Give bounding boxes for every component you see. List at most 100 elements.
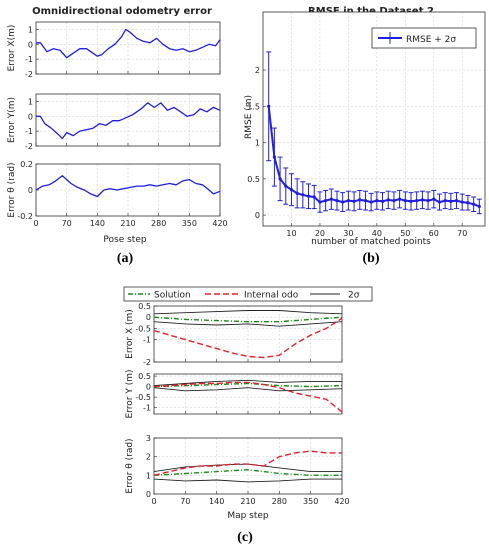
pa1-series-line: [36, 102, 221, 140]
pc2-ylabel: Error θ (rad): [125, 438, 135, 493]
pb-data-point: [443, 199, 447, 203]
pc0-odo-line: [153, 317, 343, 359]
pc1-ytick-label: -1: [143, 404, 151, 413]
pb-data-point: [426, 199, 430, 203]
pb-xtick-label: 20: [315, 229, 325, 238]
pb-data-point: [477, 204, 481, 209]
pb-data-point: [369, 200, 373, 204]
pc2-xtick-label: 350: [303, 497, 318, 506]
panel-b: RMSE in the Dataset 2 10 20 30 40 50 60 70 0 0.5…: [244, 6, 486, 247]
pc1-odo-line: [153, 381, 343, 413]
pb-data-point: [346, 199, 350, 203]
pb-data-point: [380, 199, 385, 203]
pc1-ylabel: Error Y (m): [125, 370, 135, 419]
pb-data-point: [460, 200, 464, 204]
pb-data-point: [454, 199, 459, 203]
pa2-ytick-label: 0: [28, 186, 33, 195]
pc2-frame: [153, 437, 343, 495]
pb-data-point: [272, 155, 276, 159]
pa0-ylabel: Error X(m): [7, 25, 17, 72]
pc1-ytick-label: 0: [146, 383, 151, 392]
pc2-xtick-label: 70: [180, 497, 190, 506]
pc1-sigma-lower-line: [153, 387, 343, 392]
pc2-solution-line: [153, 469, 342, 476]
pb-data-point: [403, 199, 407, 203]
pb-data-point: [386, 198, 390, 202]
pb-data-point: [318, 200, 322, 204]
pb-data-point: [278, 177, 282, 181]
pa0-series-line: [36, 28, 221, 59]
pb-data-point: [341, 200, 345, 204]
pb-ytick-label: 1.5: [247, 102, 260, 111]
pb-data-point: [420, 198, 424, 202]
caption-b: (b): [362, 251, 379, 266]
pc0-ytick-label: 0: [146, 313, 151, 322]
pc0-sigma-lower-line: [153, 321, 343, 327]
pa2-ytick-label: 0.2: [20, 160, 33, 169]
pc-legend-solution-label: Solution: [154, 291, 191, 301]
pc2-ytick-label: 0: [146, 490, 151, 499]
caption-a: (a): [117, 251, 134, 266]
pb-data-point: [409, 199, 413, 203]
pc1-solution-line: [153, 382, 343, 388]
panel-a-xlabel: Pose step: [103, 235, 146, 245]
pb-data-point: [449, 199, 453, 203]
pb-xtick-label: 70: [457, 229, 467, 238]
pa1-ylabel: Error Y(m): [7, 97, 17, 143]
pc0-solution-line: [153, 316, 343, 323]
panel-c: Solution Internal odo 2σ -2-1-0.500.5Error…: [123, 286, 373, 521]
pa0-ytick-label: 0: [28, 40, 33, 49]
pb-frame: [262, 11, 486, 227]
pb-data-point: [306, 194, 311, 198]
pc0-ytick-label: -2: [143, 358, 151, 367]
pc2-odo-line: [153, 450, 342, 476]
pb-xtick-label: 30: [343, 229, 353, 238]
pc2-xtick-label: 0: [151, 497, 156, 506]
pb-data-point: [295, 191, 299, 195]
panel-b-xlabel: number of matched points: [311, 237, 431, 247]
pb-data-point: [415, 199, 419, 203]
pb-data-point: [358, 198, 362, 202]
pc2-xtick-label: 420: [334, 497, 349, 506]
caption-c: (c): [237, 530, 253, 545]
pb-data-point: [284, 184, 288, 188]
pb-data-point: [267, 104, 271, 108]
pa2-xtick-label: 210: [120, 219, 135, 228]
panel-c-xlabel: Map step: [227, 511, 269, 521]
pc2-sigma-lower-line: [153, 478, 342, 483]
pb-data-point: [352, 199, 356, 203]
pb-data-point: [398, 197, 402, 201]
panel-b-title: RMSE in the Dataset 2: [308, 6, 434, 17]
pa0-ytick-label: -2: [25, 70, 33, 79]
panel-a-title: Omnidirectional odometry error: [32, 6, 212, 17]
panel-b-ylabel: RMSE (m): [244, 95, 254, 139]
pb-data-point: [392, 199, 396, 203]
pa1-ytick-label: -1: [25, 127, 33, 136]
pa2-xtick-label: 280: [151, 219, 166, 228]
pa1-ytick-label: 0: [28, 112, 33, 121]
pb-data-point: [437, 200, 442, 204]
pc-legend-box: [123, 286, 373, 302]
pc0-ytick-label: 0.5: [138, 302, 151, 311]
pc1-ytick-label: 0.5: [138, 372, 151, 381]
pc0-frame: [153, 305, 343, 363]
pb-xtick-label: 50: [400, 229, 410, 238]
pb-data-point: [466, 201, 470, 205]
pb-ytick-label: 0: [255, 211, 260, 220]
pc2-ytick-label: 3: [146, 434, 151, 443]
pc2-xtick-label: 210: [240, 497, 255, 506]
pc2-ytick-label: 1: [146, 471, 151, 480]
pc1-sigma-upper-line: [153, 379, 342, 387]
pb-ytick-label: 0.5: [247, 175, 260, 184]
panel-a-y-error-plot: -2 -1 0 1 Error Y(m): [7, 93, 221, 151]
pb-xtick-label: 60: [429, 229, 439, 238]
pc1-frame: [153, 373, 343, 415]
panel-a: Omnidirectional odometry error -2 -1 0 1 Err…: [7, 6, 228, 245]
pc2-xtick-label: 140: [209, 497, 224, 506]
pa2-ylabel: Error θ (rad): [7, 162, 17, 217]
pc2-ytick-label: 2: [146, 453, 151, 462]
panel-a-x-error-plot: -2 -1 0 1 Error X(m): [7, 21, 221, 79]
